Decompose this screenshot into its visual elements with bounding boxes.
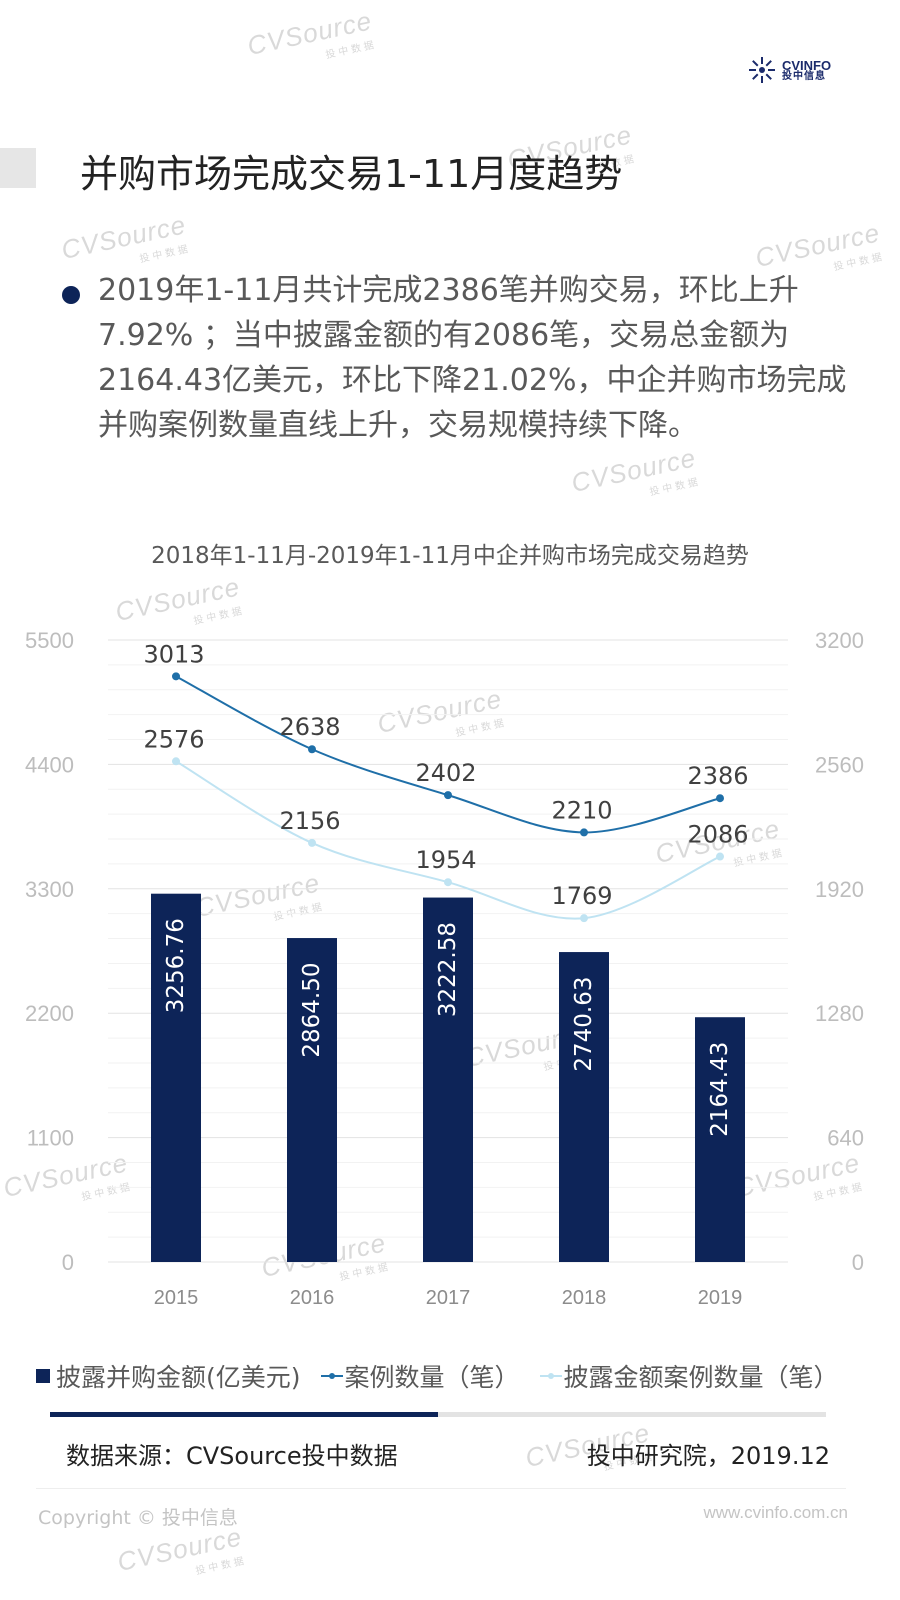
bar bbox=[423, 897, 473, 1262]
progress-bar bbox=[50, 1412, 826, 1417]
y-right-tick-label: 1920 bbox=[815, 877, 864, 902]
combo-chart: 0 1100 2200 3300 4400 5500 0 640 1280 1920 2560 320… bbox=[25, 628, 864, 1309]
disclosed-cases-data-label: 2156 bbox=[279, 807, 340, 835]
x-tick-label: 2015 bbox=[154, 1287, 199, 1309]
x-tick-label: 2018 bbox=[562, 1287, 607, 1309]
summary-text: 2019年1-11月共计完成2386笔并购交易，环比上升7.92% ；当中披露金… bbox=[98, 273, 847, 443]
disclosed-cases-data-label: 2086 bbox=[687, 821, 748, 849]
bar bbox=[695, 1017, 745, 1262]
cases-point bbox=[580, 828, 588, 837]
bar bbox=[559, 952, 609, 1262]
cases-point bbox=[172, 672, 180, 681]
y-right-tick-label: 2560 bbox=[815, 752, 864, 777]
y-right-tick-label: 3200 bbox=[815, 628, 864, 653]
page-title: 并购市场完成交易1-11月度趋势 bbox=[80, 152, 623, 196]
logo-cn: 投中信息 bbox=[782, 70, 826, 82]
progress-bar-fill bbox=[50, 1412, 438, 1417]
legend-label-line2: 披露金额案例数量（笔） bbox=[563, 1363, 839, 1392]
cases-data-label: 2402 bbox=[415, 759, 476, 787]
cases-point bbox=[716, 794, 724, 803]
y-left-tick-label: 2200 bbox=[25, 1001, 74, 1026]
cases-data-label: 3013 bbox=[143, 640, 204, 668]
legend-label-line1: 案例数量（笔） bbox=[344, 1363, 520, 1392]
x-tick-label: 2019 bbox=[698, 1287, 743, 1309]
disclosed-cases-point bbox=[172, 757, 180, 766]
cases-point bbox=[308, 745, 316, 754]
footer-divider bbox=[36, 1488, 846, 1489]
cases-line bbox=[175, 675, 721, 834]
website-url: www.cvinfo.com.cn bbox=[703, 1503, 848, 1522]
y-left-tick-label: 0 bbox=[62, 1250, 74, 1275]
disclosed-cases-data-label: 1769 bbox=[551, 882, 612, 910]
brand-logo: CVINFO 投中信息 bbox=[748, 56, 831, 84]
y-left-tick-label: 3300 bbox=[25, 877, 74, 902]
disclosed-cases-point bbox=[308, 838, 316, 847]
disclosed-cases-point bbox=[444, 878, 452, 887]
x-tick-label: 2016 bbox=[290, 1287, 335, 1309]
cases-data-label: 2638 bbox=[279, 713, 340, 741]
legend-label-bar: 披露并购金额(亿美元) bbox=[56, 1363, 301, 1392]
data-source: 数据来源：CVSource投中数据 bbox=[66, 1442, 398, 1470]
logo-wordmark: CVINFO bbox=[782, 57, 832, 73]
publisher-date: 投中研究院，2019.12 bbox=[586, 1442, 830, 1470]
y-right-tick-label: 1280 bbox=[815, 1001, 864, 1026]
legend-item-line1: 案例数量（笔） bbox=[320, 1358, 520, 1394]
bar bbox=[151, 893, 201, 1262]
bar-data-label: 2164.43 bbox=[707, 1042, 733, 1137]
chart-title: 2018年1-11月-2019年1-11月中企并购市场完成交易趋势 bbox=[151, 543, 749, 569]
bullet-icon bbox=[62, 286, 80, 304]
legend-item-bar: 披露并购金额(亿美元) bbox=[36, 1358, 301, 1394]
bar-data-label: 2740.63 bbox=[571, 976, 597, 1071]
y-left-tick-label: 4400 bbox=[25, 752, 74, 777]
y-right-tick-label: 0 bbox=[852, 1250, 864, 1275]
y-left-tick-label: 1100 bbox=[27, 1126, 74, 1151]
cases-data-label: 2210 bbox=[551, 796, 612, 824]
disclosed-cases-point bbox=[580, 914, 588, 923]
legend-swatch-bar bbox=[36, 1369, 50, 1383]
copyright: Copyright © 投中信息 bbox=[38, 1507, 238, 1529]
legend-swatch-line2 bbox=[539, 1373, 562, 1379]
y-left-tick-label: 5500 bbox=[25, 628, 74, 653]
bar-data-label: 3222.58 bbox=[435, 922, 461, 1017]
disclosed-cases-data-label: 1954 bbox=[415, 846, 476, 874]
title-accent bbox=[0, 148, 36, 188]
legend-item-line2: 披露金额案例数量（笔） bbox=[539, 1358, 839, 1394]
legend-swatch-line1 bbox=[320, 1373, 343, 1379]
chart-legend: 披露并购金额(亿美元) 案例数量（笔） 披露金额案例数量（笔） bbox=[36, 1358, 859, 1394]
x-tick-label: 2017 bbox=[426, 1287, 471, 1309]
cases-data-label: 2386 bbox=[687, 762, 748, 790]
cases-point bbox=[444, 791, 452, 800]
disclosed-cases-data-label: 2576 bbox=[143, 725, 204, 753]
cvinfo-logo-icon bbox=[749, 57, 775, 83]
bar-data-label: 2864.50 bbox=[299, 962, 325, 1057]
y-right-tick-label: 640 bbox=[827, 1126, 864, 1151]
bar-data-label: 3256.76 bbox=[163, 918, 189, 1013]
bar bbox=[287, 938, 337, 1262]
disclosed-cases-point bbox=[716, 852, 724, 861]
